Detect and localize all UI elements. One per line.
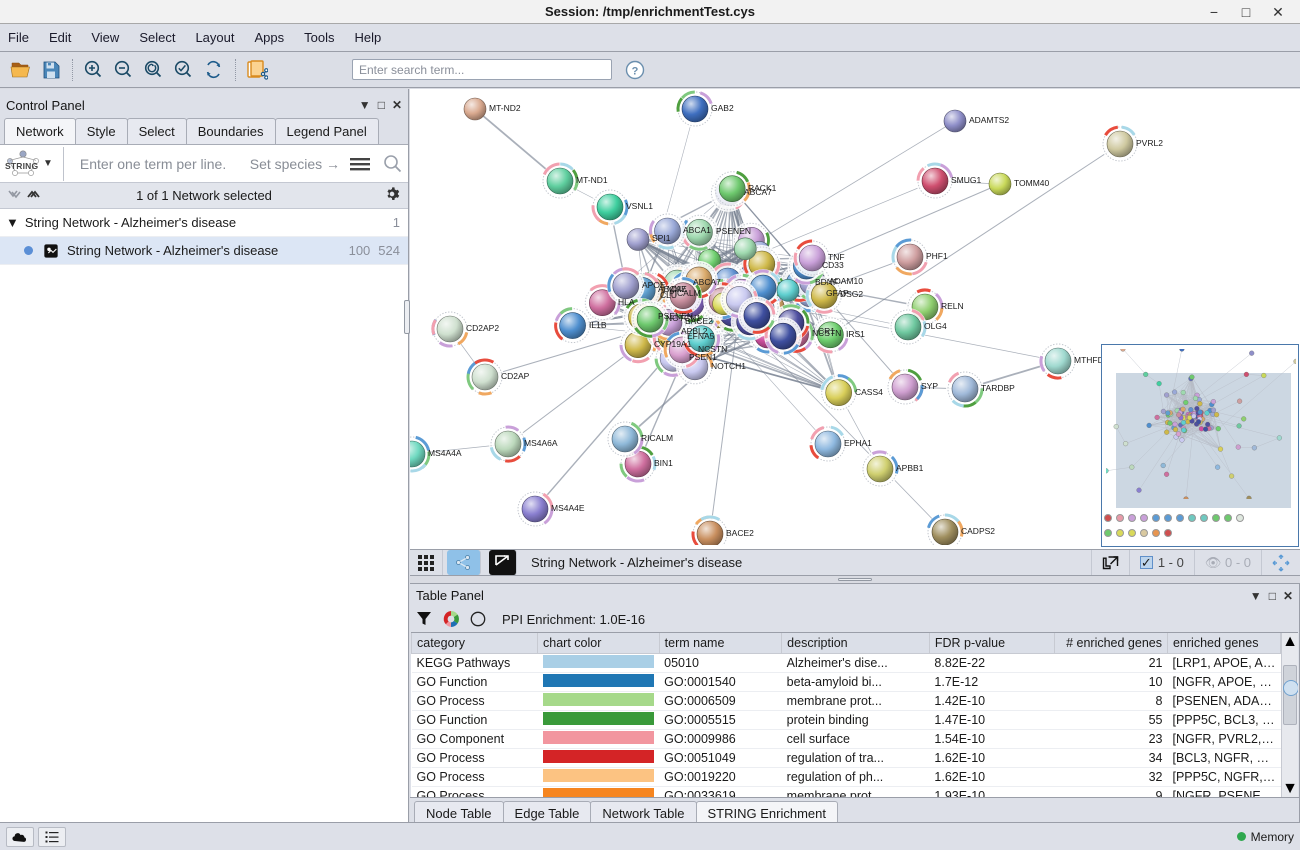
svg-text:?: ? [632, 65, 639, 77]
